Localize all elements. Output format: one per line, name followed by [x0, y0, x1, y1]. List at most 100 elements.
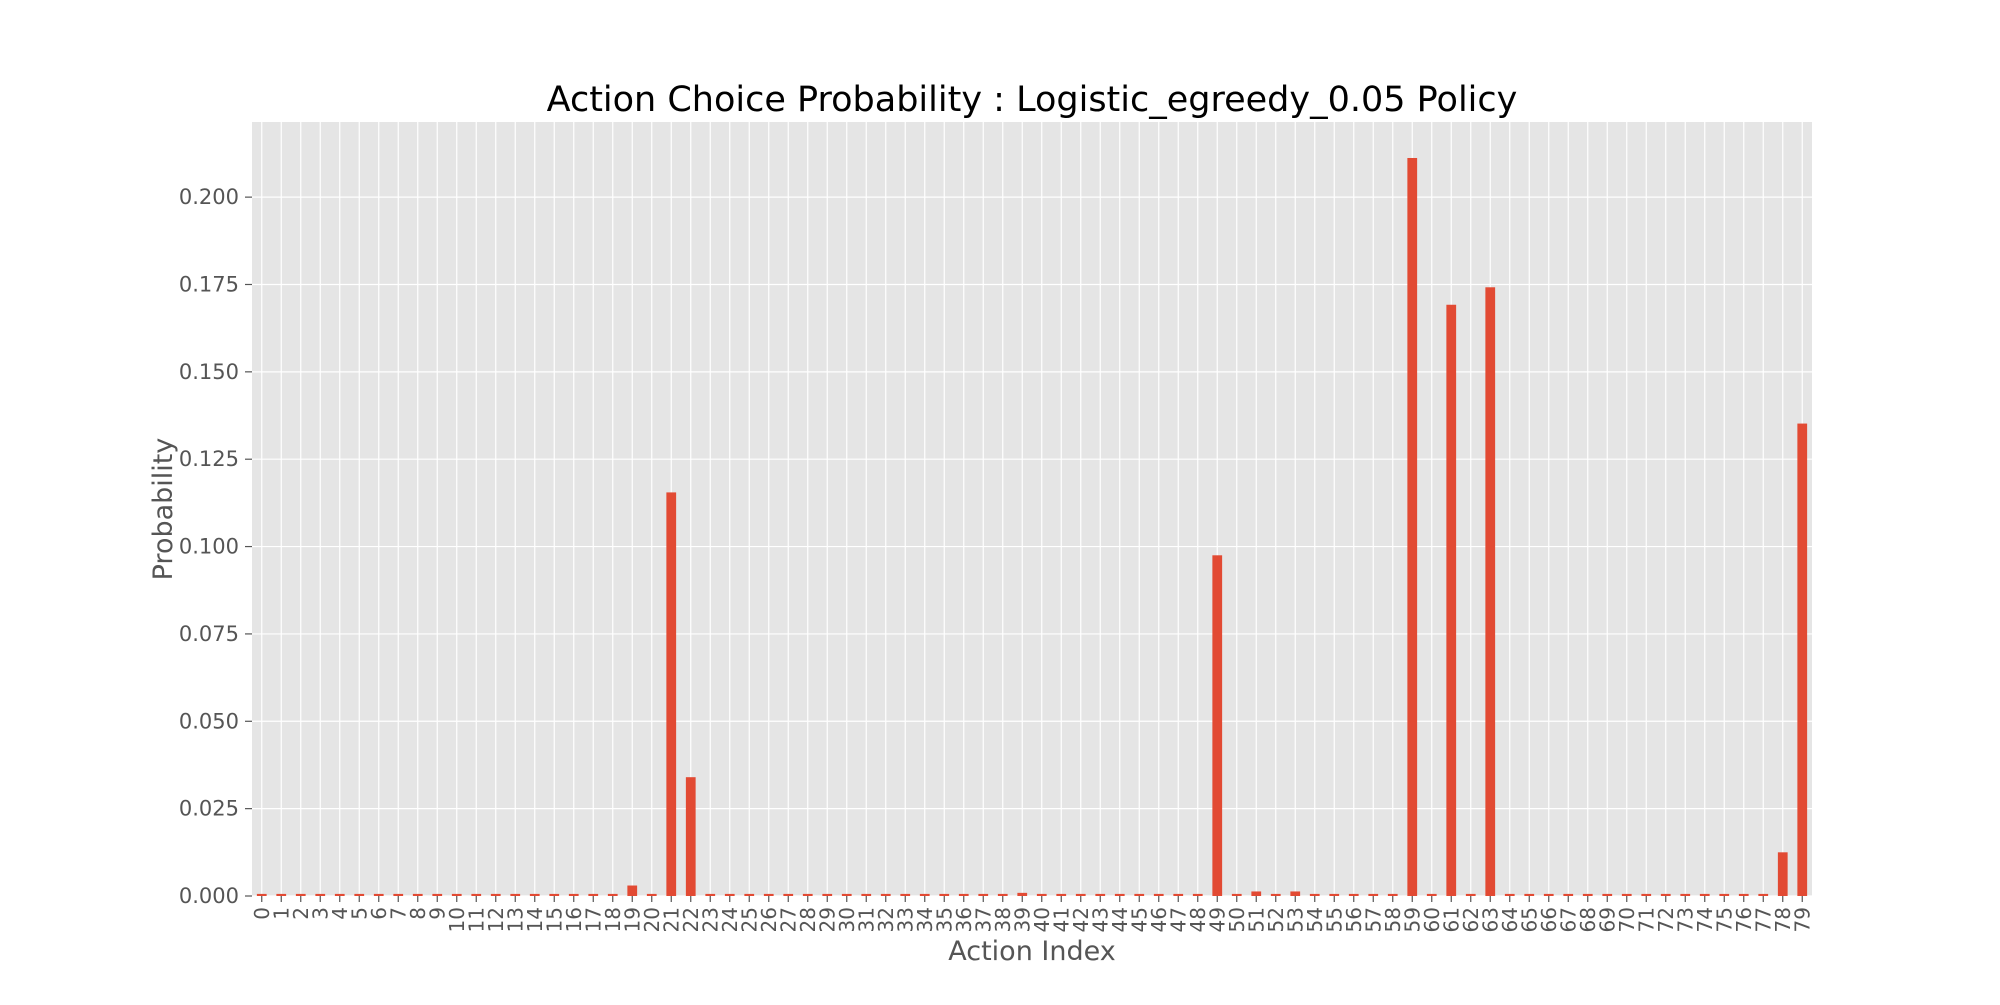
x-tick-label: 34 [913, 907, 937, 932]
x-axis-label: Action Index [948, 936, 1115, 967]
x-tick-label: 65 [1517, 907, 1541, 932]
bar-59 [1407, 157, 1418, 896]
x-tick-label: 73 [1673, 907, 1697, 932]
x-tick-label: 46 [1147, 907, 1171, 932]
bar-41 [1056, 893, 1067, 896]
x-tick-label: 61 [1439, 907, 1463, 932]
y-tick-label: 0.125 [179, 447, 239, 471]
bar-25 [744, 893, 755, 896]
bar-34 [919, 893, 930, 896]
bar-55 [1329, 893, 1340, 896]
bar-9 [432, 893, 443, 896]
x-tick-label: 10 [445, 907, 469, 932]
bar-39 [1017, 892, 1028, 896]
bar-58 [1387, 893, 1398, 896]
x-tick-label: 25 [737, 907, 761, 932]
x-tick-label: 47 [1166, 907, 1190, 932]
x-tick-label: 30 [835, 907, 859, 932]
x-tick-label: 3 [308, 907, 332, 920]
bar-74 [1699, 893, 1710, 896]
x-tick-label: 26 [757, 907, 781, 932]
bar-35 [939, 893, 950, 896]
bar-49 [1212, 555, 1223, 896]
x-tick-label: 8 [406, 907, 430, 920]
bar-51 [1251, 891, 1262, 896]
x-tick-label: 58 [1381, 907, 1405, 932]
x-tick-label: 62 [1459, 907, 1483, 932]
x-tick-label: 11 [464, 907, 488, 932]
bar-24 [724, 893, 735, 896]
bar-22 [685, 777, 696, 896]
bar-12 [490, 893, 501, 896]
bar-57 [1368, 893, 1379, 896]
bar-76 [1738, 893, 1749, 896]
bar-47 [1173, 893, 1184, 896]
x-tick-label: 28 [796, 907, 820, 932]
x-tick-label: 53 [1283, 907, 1307, 932]
x-tick-label: 44 [1108, 907, 1132, 932]
bar-77 [1758, 893, 1769, 896]
bar-4 [334, 893, 345, 896]
plot-area [252, 122, 1812, 896]
bar-6 [373, 893, 384, 896]
x-tick-label: 63 [1478, 907, 1502, 932]
bar-8 [412, 893, 423, 896]
y-tick-label: 0.150 [179, 360, 239, 384]
bar-44 [1114, 893, 1125, 896]
bar-48 [1192, 893, 1203, 896]
bar-54 [1309, 893, 1320, 896]
bar-23 [705, 893, 716, 896]
x-tick-label: 15 [542, 907, 566, 932]
x-tick-label: 67 [1556, 907, 1580, 932]
bar-30 [841, 893, 852, 896]
x-tick-label: 41 [1049, 907, 1073, 932]
bar-45 [1134, 893, 1145, 896]
x-tick-label: 29 [815, 907, 839, 932]
bar-71 [1641, 893, 1652, 896]
bar-28 [802, 893, 813, 896]
x-tick-label: 72 [1654, 907, 1678, 932]
x-tick-label: 52 [1264, 907, 1288, 932]
grid-lines [252, 122, 1812, 897]
y-tick-label: 0.050 [179, 709, 239, 733]
bar-32 [880, 893, 891, 896]
y-tick-label: 0.175 [179, 272, 239, 296]
x-tick-label: 39 [1010, 907, 1034, 932]
x-tick-label: 76 [1732, 907, 1756, 932]
x-tick-label: 17 [581, 907, 605, 932]
x-tick-label: 1 [269, 907, 293, 920]
bars [256, 157, 1808, 896]
x-tick-label: 20 [640, 907, 664, 932]
x-tick-label: 42 [1069, 907, 1093, 932]
bar-42 [1075, 893, 1086, 896]
bar-27 [783, 893, 794, 896]
x-tick-label: 14 [523, 907, 547, 932]
bar-17 [588, 893, 599, 896]
x-tick-label: 50 [1225, 907, 1249, 932]
bar-11 [471, 893, 482, 896]
x-tick-label: 18 [601, 907, 625, 932]
x-tick-label: 2 [289, 907, 313, 920]
x-tick-label: 22 [679, 907, 703, 932]
bar-64 [1504, 893, 1515, 896]
bar-7 [393, 893, 404, 896]
x-tick-label: 48 [1186, 907, 1210, 932]
x-tick-label: 75 [1712, 907, 1736, 932]
x-tick-label: 36 [952, 907, 976, 932]
bar-26 [763, 893, 774, 896]
bar-65 [1524, 893, 1535, 896]
bar-50 [1231, 893, 1242, 896]
chart-title: Action Choice Probability : Logistic_egr… [547, 80, 1518, 120]
bar-1 [276, 893, 287, 896]
x-tick-label: 77 [1751, 907, 1775, 932]
y-tick-label: 0.025 [179, 797, 239, 821]
x-tick-label: 35 [932, 907, 956, 932]
x-tick-label: 37 [971, 907, 995, 932]
bar-0 [256, 893, 267, 896]
bar-73 [1680, 893, 1691, 896]
x-tick-label: 66 [1537, 907, 1561, 932]
x-tick-label: 32 [874, 907, 898, 932]
y-axis-ticks: 0.000 0.025 0.050 0.075 0.100 0.125 0.150 0.175… [179, 185, 252, 908]
x-tick-label: 49 [1205, 907, 1229, 932]
